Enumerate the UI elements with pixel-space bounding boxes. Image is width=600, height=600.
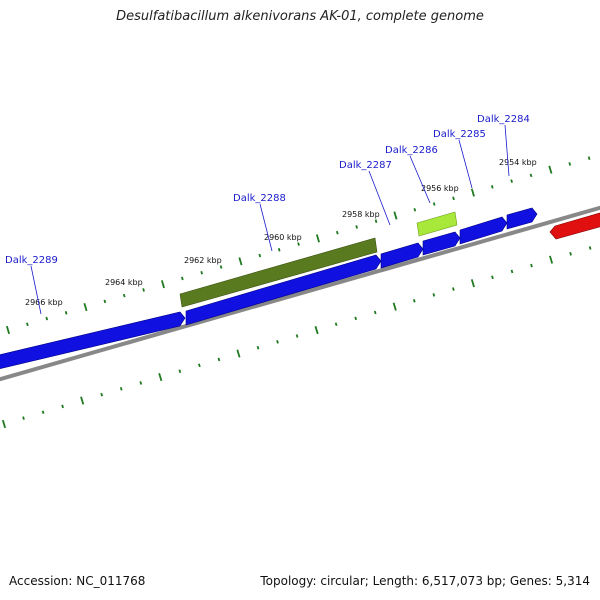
outer-scale-tick xyxy=(160,280,165,289)
outer-scale-tick xyxy=(219,265,223,269)
outer-scale-tick xyxy=(335,230,339,235)
inner-scale-tick xyxy=(354,316,358,321)
gene-label-dalk-2289[interactable]: Dalk_2289 xyxy=(5,255,58,266)
scale-label-2958: 2958 kbp xyxy=(342,210,380,219)
inner-scale-tick xyxy=(452,287,455,291)
gene-label-dalk-2287[interactable]: Dalk_2287 xyxy=(339,160,392,171)
scale-label-2962: 2962 kbp xyxy=(184,256,222,265)
outer-scale-tick xyxy=(122,293,126,298)
gene-dalk-2284[interactable] xyxy=(506,207,538,230)
outer-scale-tick xyxy=(568,162,572,166)
inner-scale-tick xyxy=(100,392,104,397)
inner-scale-ticks xyxy=(1,246,592,429)
inner-scale-tick xyxy=(412,298,416,303)
outer-scale-tick xyxy=(548,165,553,174)
inner-scale-tick xyxy=(178,369,182,373)
outer-scale-tick xyxy=(238,257,243,266)
scale-label-2954: 2954 kbp xyxy=(499,158,537,167)
inner-scale-tick xyxy=(549,255,554,264)
inner-scale-tick xyxy=(470,279,475,288)
gene-label-dalk-2285[interactable]: Dalk_2285 xyxy=(433,129,486,140)
outer-scale-tick xyxy=(529,173,533,178)
outer-scale-tick xyxy=(413,207,417,212)
outer-scale-tick xyxy=(432,202,436,206)
gene-dalk-2288-region[interactable] xyxy=(185,254,382,326)
scale-label-2964: 2964 kbp xyxy=(105,278,143,287)
gene-dalk-2289[interactable] xyxy=(0,311,186,371)
inner-scale-tick xyxy=(432,293,436,297)
inner-scale-tick xyxy=(588,246,592,250)
inner-scale-tick xyxy=(314,326,319,335)
outer-scale-tick xyxy=(510,179,513,183)
inner-scale-tick xyxy=(119,387,123,391)
outer-scale-tick xyxy=(200,270,204,275)
gene-dalk-2287[interactable] xyxy=(380,242,424,269)
outer-scale-tick xyxy=(142,288,145,292)
outer-scale-tick xyxy=(374,219,378,223)
scale-labels: 2954 kbp 2956 kbp 2958 kbp 2960 kbp 2962… xyxy=(25,158,537,307)
outer-scale-tick xyxy=(277,248,281,252)
outer-scale-tick xyxy=(6,325,10,335)
gene-label-dalk-2286[interactable]: Dalk_2286 xyxy=(385,145,438,156)
gene-label-leaders xyxy=(30,124,510,315)
inner-scale-tick xyxy=(61,404,64,409)
outer-scale-tick xyxy=(83,303,88,312)
inner-scale-tick xyxy=(236,349,241,358)
genome-summary-label: Topology: circular; Length: 6,517,073 bp… xyxy=(260,574,590,588)
outer-scale-tick xyxy=(587,156,591,160)
inner-scale-tick xyxy=(569,252,572,256)
outer-scale-tick xyxy=(258,253,262,258)
outer-scale-tick xyxy=(26,322,29,327)
outer-scale-tick xyxy=(355,225,359,229)
outer-scale-tick xyxy=(470,188,475,197)
gene-dalk-2288-highlight[interactable] xyxy=(179,237,378,308)
gene-labels: Dalk_2284 Dalk_2285 Dalk_2286 Dalk_2287 … xyxy=(5,114,530,266)
genes-forward xyxy=(0,207,538,371)
outer-scale-tick xyxy=(64,311,68,315)
inner-scale-tick xyxy=(334,322,338,327)
gene-label-dalk-2288[interactable]: Dalk_2288 xyxy=(233,193,286,204)
inner-scale-tick xyxy=(256,345,260,350)
inner-scale-tick xyxy=(198,363,201,368)
inner-scale-tick xyxy=(158,372,163,382)
outer-scale-tick xyxy=(452,196,455,201)
gene-label-dalk-2284[interactable]: Dalk_2284 xyxy=(477,114,530,125)
inner-scale-tick xyxy=(295,334,299,338)
scale-label-2966: 2966 kbp xyxy=(25,298,63,307)
gene-dalk-2286[interactable] xyxy=(422,231,461,256)
outer-scale-tick xyxy=(181,276,184,281)
inner-scale-tick xyxy=(530,263,533,268)
outer-scale-ticks xyxy=(6,156,591,335)
outer-scale-tick xyxy=(103,299,107,304)
inner-scale-tick xyxy=(217,357,221,362)
map-title: Desulfatibacillum alkenivorans AK-01, co… xyxy=(116,9,484,24)
genome-backbone xyxy=(0,205,600,382)
inner-scale-tick xyxy=(41,410,45,415)
inner-scale-tick xyxy=(22,416,25,420)
inner-scale-tick xyxy=(392,302,397,311)
scale-label-2956: 2956 kbp xyxy=(421,184,459,193)
outer-scale-tick xyxy=(315,234,320,243)
outer-scale-tick xyxy=(393,211,398,220)
inner-scale-tick xyxy=(80,396,85,405)
outer-scale-tick xyxy=(297,242,300,246)
gene-dalk-2285[interactable] xyxy=(459,216,508,245)
inner-scale-tick xyxy=(1,419,7,429)
outer-scale-tick xyxy=(45,316,49,321)
inner-scale-tick xyxy=(139,381,143,385)
gene-reverse-strand[interactable] xyxy=(549,210,600,240)
outer-scale-tick xyxy=(490,185,494,189)
inner-scale-tick xyxy=(373,310,377,315)
scale-label-2960: 2960 kbp xyxy=(264,233,302,242)
inner-scale-tick xyxy=(491,275,494,280)
accession-label: Accession: NC_011768 xyxy=(9,574,146,588)
inner-scale-tick xyxy=(276,340,279,344)
inner-scale-tick xyxy=(510,269,514,274)
gene-dalk-2286-highlight[interactable] xyxy=(416,211,458,237)
